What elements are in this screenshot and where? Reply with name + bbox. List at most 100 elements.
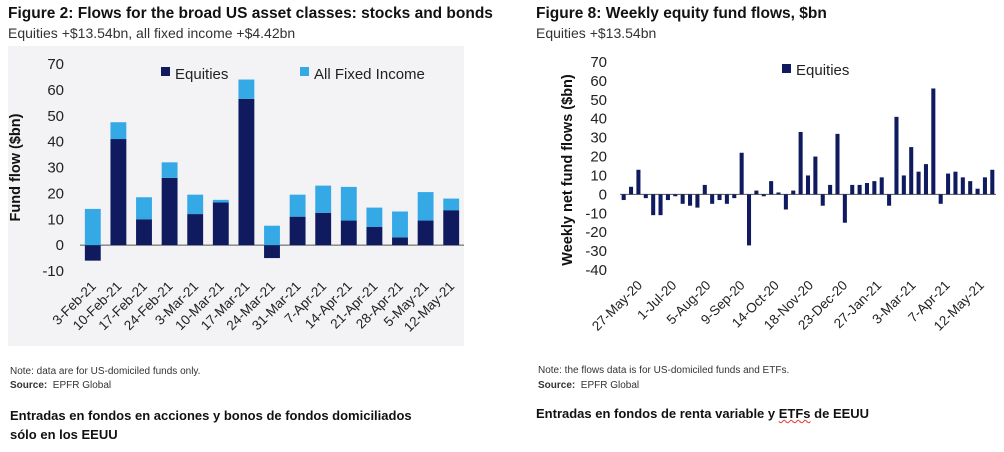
right-source-label: Source: [538,380,576,391]
left-y-tick-label: 60 [47,82,64,99]
left-bar-fixed-income [238,79,255,99]
right-y-tick-label: 10 [590,167,607,184]
right-note: Note: the flows data is for US-domiciled… [538,365,790,376]
right-legend-equities-swatch [782,64,791,73]
right-y-tick-label: 70 [590,54,607,71]
left-y-tick-label: 40 [47,134,64,151]
right-bar-equities [695,194,700,208]
left-bar-fixed-income [340,186,357,221]
left-bar-equities [84,245,101,261]
left-legend-equities-swatch [161,67,170,76]
right-bar-equities [916,171,921,195]
right-bar-equities [857,184,862,195]
left-y-tick-label: 20 [47,185,64,202]
right-y-tick-label: 30 [590,130,607,147]
left-y-tick-label: 50 [47,108,64,125]
left-bar-fixed-income [84,208,101,246]
left-caption-line1: Entradas en fondos en acciones y bonos d… [10,408,412,423]
right-y-axis-label: Weekly net fund flows ($bn) [560,74,576,266]
right-bar-equities [953,171,958,195]
right-bar-equities [820,194,825,206]
left-bar-equities [417,220,434,246]
left-y-tick-label: 10 [47,211,64,228]
right-y-tick-label: -30 [585,243,607,260]
right-bar-equities [702,184,707,195]
left-bar-fixed-income [110,122,127,140]
right-bar-equities [828,184,833,195]
left-figure-title: Figure 2: Flows for the broad US asset c… [8,5,493,22]
left-y-tick-label: 30 [47,160,64,177]
left-source: Source: EPFR Global [10,380,111,391]
right-bar-equities [621,194,626,201]
left-bar-equities [238,98,255,246]
left-legend-fixed-income-swatch [300,67,309,76]
right-bar-equities [946,173,951,195]
right-bar-equities [680,194,685,204]
left-chart-background [8,46,464,346]
right-bar-equities [960,177,965,195]
left-bar-fixed-income [212,199,229,203]
left-bar-fixed-income [392,211,408,238]
right-bar-equities [739,152,744,195]
right-bar-equities [798,131,803,195]
right-bar-equities [835,133,840,195]
left-bar-fixed-income [264,225,280,246]
left-bar-equities [136,219,152,246]
left-bar-equities [340,220,357,246]
left-bar-equities [315,212,332,246]
left-bar-equities [392,237,408,246]
left-bar-equities [264,245,280,259]
right-bar-equities [776,192,781,195]
left-bar-fixed-income [315,185,332,213]
right-bar-equities [938,194,943,204]
right-bar-equities [982,177,987,195]
right-bar-equities [872,181,877,195]
left-bar-fixed-income [443,198,460,211]
right-bar-equities [658,194,663,216]
right-bar-equities [887,194,892,206]
right-bar-equities [864,183,870,195]
right-bar-equities [783,194,788,210]
right-caption: Entradas en fondos de renta variable y E… [536,404,869,423]
left-legend-equities-label: Equities [175,66,228,83]
right-bar-equities [688,194,693,206]
left-source-label: Source: [10,380,48,391]
right-bar-equities [894,116,899,195]
left-bar-equities [443,210,460,246]
right-y-tick-label: -40 [585,262,607,279]
right-bar-equities [879,177,884,195]
right-bar-equities [761,194,766,197]
left-bar-fixed-income [417,192,434,221]
right-caption-suffix: de EEUU [810,406,870,421]
right-x-tick-label: 27-May-20 [589,278,645,334]
left-bar-equities [161,177,178,246]
right-y-tick-label: 60 [590,73,607,90]
right-legend-equities-label: Equities [796,62,849,79]
left-bar-equities [212,202,229,246]
left-caption-line2: sólo en los EEUU [10,427,118,442]
right-bar-equities [813,156,818,195]
right-bar-equities [710,194,715,204]
right-figure-subtitle: Equities +$13.54bn [536,25,657,41]
left-y-tick-label: 0 [56,237,64,254]
right-bar-equities [923,164,928,195]
left-figure-subtitle: Equities +$13.54bn, all fixed income +$4… [8,25,296,41]
left-y-axis-label: Fund flow ($bn) [8,113,24,221]
right-y-tick-label: 40 [590,111,607,128]
left-legend-fixed-income-label: All Fixed Income [314,66,425,83]
right-bar-equities [901,175,906,195]
right-bar-equities [931,88,936,195]
left-bar-equities [289,216,306,246]
left-bar-fixed-income [366,207,383,228]
right-bar-equities [651,194,656,216]
right-bar-equities [746,194,752,246]
left-caption: Entradas en fondos en acciones y bonos d… [10,406,412,444]
left-bar-fixed-income [187,194,204,215]
right-y-tick-label: 20 [590,149,607,166]
right-source-text: EPFR Global [580,380,640,391]
right-bar-equities [769,181,774,195]
right-y-tick-label: -10 [585,205,607,222]
right-caption-etfs: ETFs [778,406,811,421]
right-y-tick-label: 0 [599,186,607,203]
